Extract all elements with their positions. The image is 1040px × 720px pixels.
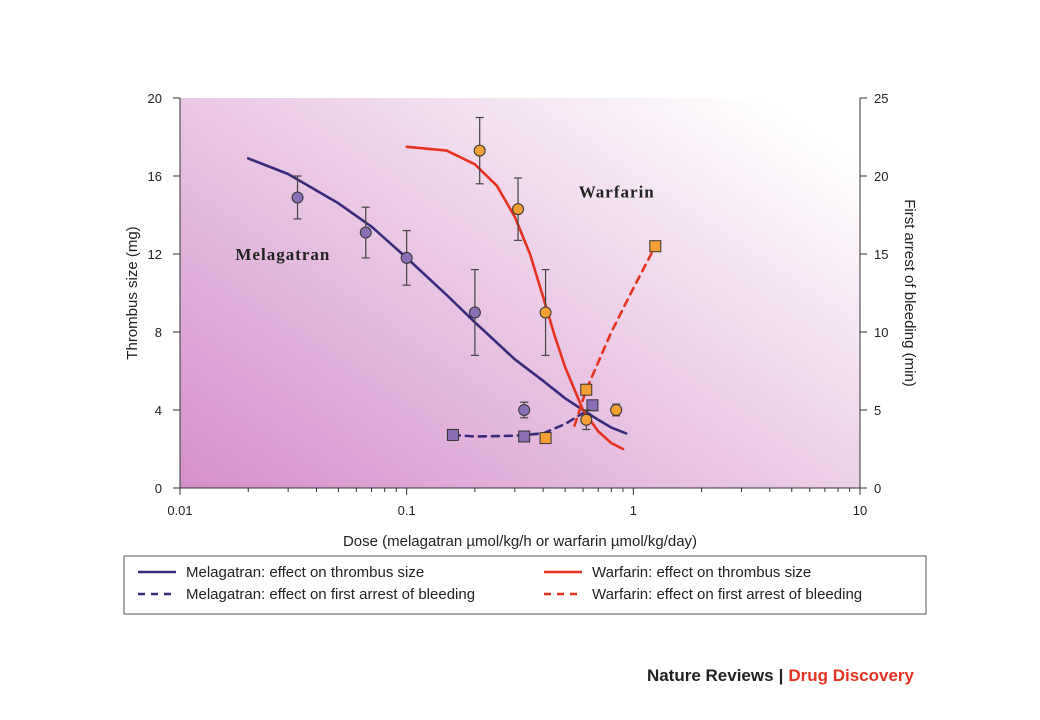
data-point-circle: [400, 251, 413, 264]
data-point-circle: [359, 226, 372, 239]
y-right-tick-label: 5: [874, 403, 881, 418]
y-left-tick-label: 12: [148, 247, 162, 262]
y-left-tick-label: 16: [148, 169, 162, 184]
footer-credit: Nature Reviews | Drug Discovery: [647, 666, 914, 686]
y-left-tick-label: 0: [155, 481, 162, 496]
annotation-label: Melagatran: [235, 245, 330, 264]
x-axis-label: Dose (melagatran µmol/kg/h or warfarin µ…: [343, 533, 697, 550]
legend-box: [123, 555, 927, 615]
data-point-circle: [291, 191, 304, 204]
data-point-square: [580, 383, 593, 396]
data-point-circle: [610, 404, 623, 416]
y-left-tick-label: 4: [155, 403, 162, 418]
plot-area: [180, 98, 860, 488]
data-point-circle: [580, 413, 593, 426]
footer-publisher: Nature Reviews: [646, 666, 774, 685]
data-point-square: [446, 428, 459, 441]
footer-journal: Drug Discovery: [788, 666, 914, 685]
legend-entry: Warfarin: effect on thrombus size: [592, 564, 811, 581]
x-tick-label: 0.01: [167, 503, 192, 518]
data-point-square: [539, 432, 552, 445]
series-curve-0: [246, 157, 628, 435]
annotation-label: Warfarin: [579, 183, 655, 202]
data-point-circle: [468, 306, 481, 319]
data-point-circle: [512, 203, 525, 216]
y-right-tick-label: 0: [874, 481, 881, 496]
y-axis-left-label: Thrombus size (mg): [124, 226, 141, 359]
y-left-tick-label: 20: [148, 91, 162, 106]
data-point-circle: [473, 144, 486, 157]
x-tick-label: 0.1: [398, 503, 416, 518]
data-point-circle: [539, 306, 552, 319]
data-point-square: [586, 399, 599, 412]
y-axis-right-label: First arrest of bleeding (min): [901, 199, 918, 387]
data-point-circle: [518, 404, 531, 416]
y-left-tick-label: 8: [155, 325, 162, 340]
y-right-tick-label: 10: [874, 325, 888, 340]
x-tick-label: 1: [630, 503, 637, 518]
legend-entry: Warfarin: effect on first arrest of blee…: [592, 586, 862, 603]
y-right-tick-label: 20: [874, 169, 888, 184]
x-tick-label: 10: [853, 503, 867, 518]
data-point-square: [649, 240, 662, 253]
legend-entry: Melagatran: effect on first arrest of bl…: [186, 586, 475, 603]
legend-entry: Melagatran: effect on thrombus size: [186, 564, 424, 581]
y-right-tick-label: 15: [874, 247, 888, 262]
series-curve-2: [405, 145, 625, 451]
data-point-square: [518, 430, 531, 443]
series-curve-3: [573, 244, 657, 427]
y-right-tick-label: 25: [874, 91, 888, 106]
footer-separator: |: [778, 666, 784, 685]
